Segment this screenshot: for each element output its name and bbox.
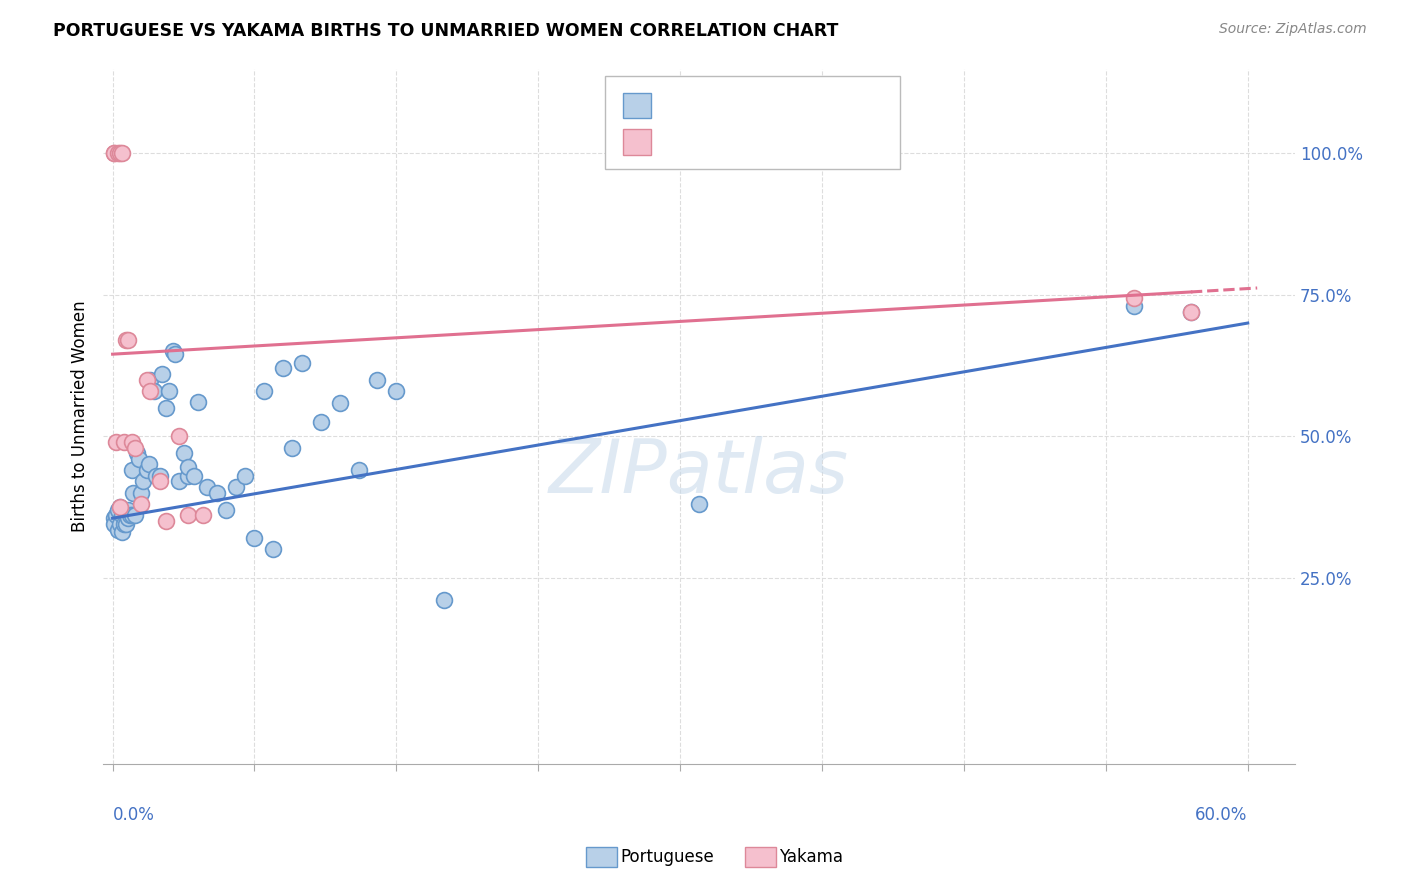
Point bbox=[183, 468, 205, 483]
Point bbox=[117, 511, 139, 525]
Point bbox=[243, 531, 266, 545]
Point bbox=[177, 508, 200, 523]
Text: ZIPatlas: ZIPatlas bbox=[548, 436, 849, 508]
Point bbox=[117, 502, 139, 516]
Point bbox=[108, 146, 131, 161]
Point bbox=[1123, 291, 1146, 305]
Text: Source: ZipAtlas.com: Source: ZipAtlas.com bbox=[1219, 22, 1367, 37]
Point bbox=[105, 434, 128, 449]
Point bbox=[114, 333, 136, 347]
Text: 0.0%: 0.0% bbox=[112, 806, 155, 824]
Point bbox=[132, 475, 155, 489]
Point bbox=[1123, 299, 1146, 313]
Point bbox=[111, 525, 134, 540]
Point bbox=[225, 480, 247, 494]
Point bbox=[177, 468, 200, 483]
Point bbox=[366, 373, 388, 387]
Point bbox=[309, 415, 332, 429]
Point bbox=[820, 146, 842, 161]
Point bbox=[114, 516, 136, 531]
Point bbox=[111, 146, 134, 161]
Point bbox=[111, 508, 134, 523]
Point bbox=[233, 468, 256, 483]
Point bbox=[122, 485, 145, 500]
Point bbox=[149, 468, 172, 483]
Point bbox=[612, 146, 634, 161]
Point bbox=[157, 384, 180, 398]
Point bbox=[155, 401, 177, 415]
Point bbox=[173, 446, 195, 460]
Point bbox=[103, 146, 125, 161]
Text: 60.0%: 60.0% bbox=[1195, 806, 1247, 824]
Text: R =  0.324   N = 62: R = 0.324 N = 62 bbox=[658, 95, 828, 113]
Point bbox=[193, 508, 215, 523]
Point bbox=[262, 542, 284, 557]
Point bbox=[108, 500, 131, 514]
Point bbox=[163, 347, 186, 361]
Text: R =  0.090   N = 22: R = 0.090 N = 22 bbox=[658, 132, 828, 150]
Point bbox=[135, 463, 157, 477]
Point bbox=[107, 502, 129, 516]
Point bbox=[385, 384, 408, 398]
Point bbox=[139, 373, 162, 387]
Point bbox=[127, 446, 149, 460]
Point bbox=[187, 395, 209, 409]
Text: PORTUGUESE VS YAKAMA BIRTHS TO UNMARRIED WOMEN CORRELATION CHART: PORTUGUESE VS YAKAMA BIRTHS TO UNMARRIED… bbox=[53, 22, 839, 40]
Point bbox=[281, 441, 304, 455]
Point bbox=[195, 480, 218, 494]
Point bbox=[177, 460, 200, 475]
Point bbox=[271, 361, 294, 376]
Point bbox=[205, 485, 228, 500]
Point bbox=[117, 333, 139, 347]
Point bbox=[103, 511, 125, 525]
Point bbox=[124, 508, 146, 523]
Point bbox=[128, 451, 150, 466]
Point bbox=[329, 396, 352, 410]
Point bbox=[105, 508, 128, 523]
Point bbox=[118, 508, 141, 523]
Point bbox=[124, 441, 146, 455]
Point bbox=[150, 367, 173, 381]
Point bbox=[107, 523, 129, 537]
Point bbox=[167, 429, 190, 443]
Point bbox=[291, 356, 314, 370]
Point bbox=[121, 508, 143, 523]
Point bbox=[121, 463, 143, 477]
Point bbox=[253, 384, 276, 398]
Point bbox=[138, 458, 160, 472]
Point bbox=[149, 475, 172, 489]
Point bbox=[1180, 304, 1202, 318]
Point bbox=[129, 485, 152, 500]
Point bbox=[155, 514, 177, 528]
Point bbox=[121, 434, 143, 449]
Point bbox=[433, 593, 456, 607]
Point bbox=[1180, 304, 1202, 318]
Point bbox=[112, 516, 135, 531]
Point bbox=[167, 475, 190, 489]
Point bbox=[215, 502, 238, 516]
Point bbox=[641, 146, 664, 161]
Point bbox=[143, 384, 166, 398]
Point bbox=[162, 344, 184, 359]
Point bbox=[145, 468, 167, 483]
Text: Yakama: Yakama bbox=[779, 848, 844, 866]
Point bbox=[103, 146, 125, 161]
Point bbox=[107, 146, 129, 161]
Point bbox=[129, 497, 152, 511]
Point bbox=[103, 516, 125, 531]
Point bbox=[108, 500, 131, 514]
Text: Portuguese: Portuguese bbox=[620, 848, 714, 866]
Point bbox=[108, 516, 131, 531]
Point bbox=[135, 373, 157, 387]
Point bbox=[112, 434, 135, 449]
Point bbox=[347, 463, 370, 477]
Point bbox=[688, 497, 710, 511]
Point bbox=[139, 384, 162, 398]
Y-axis label: Births to Unmarried Women: Births to Unmarried Women bbox=[72, 301, 89, 533]
